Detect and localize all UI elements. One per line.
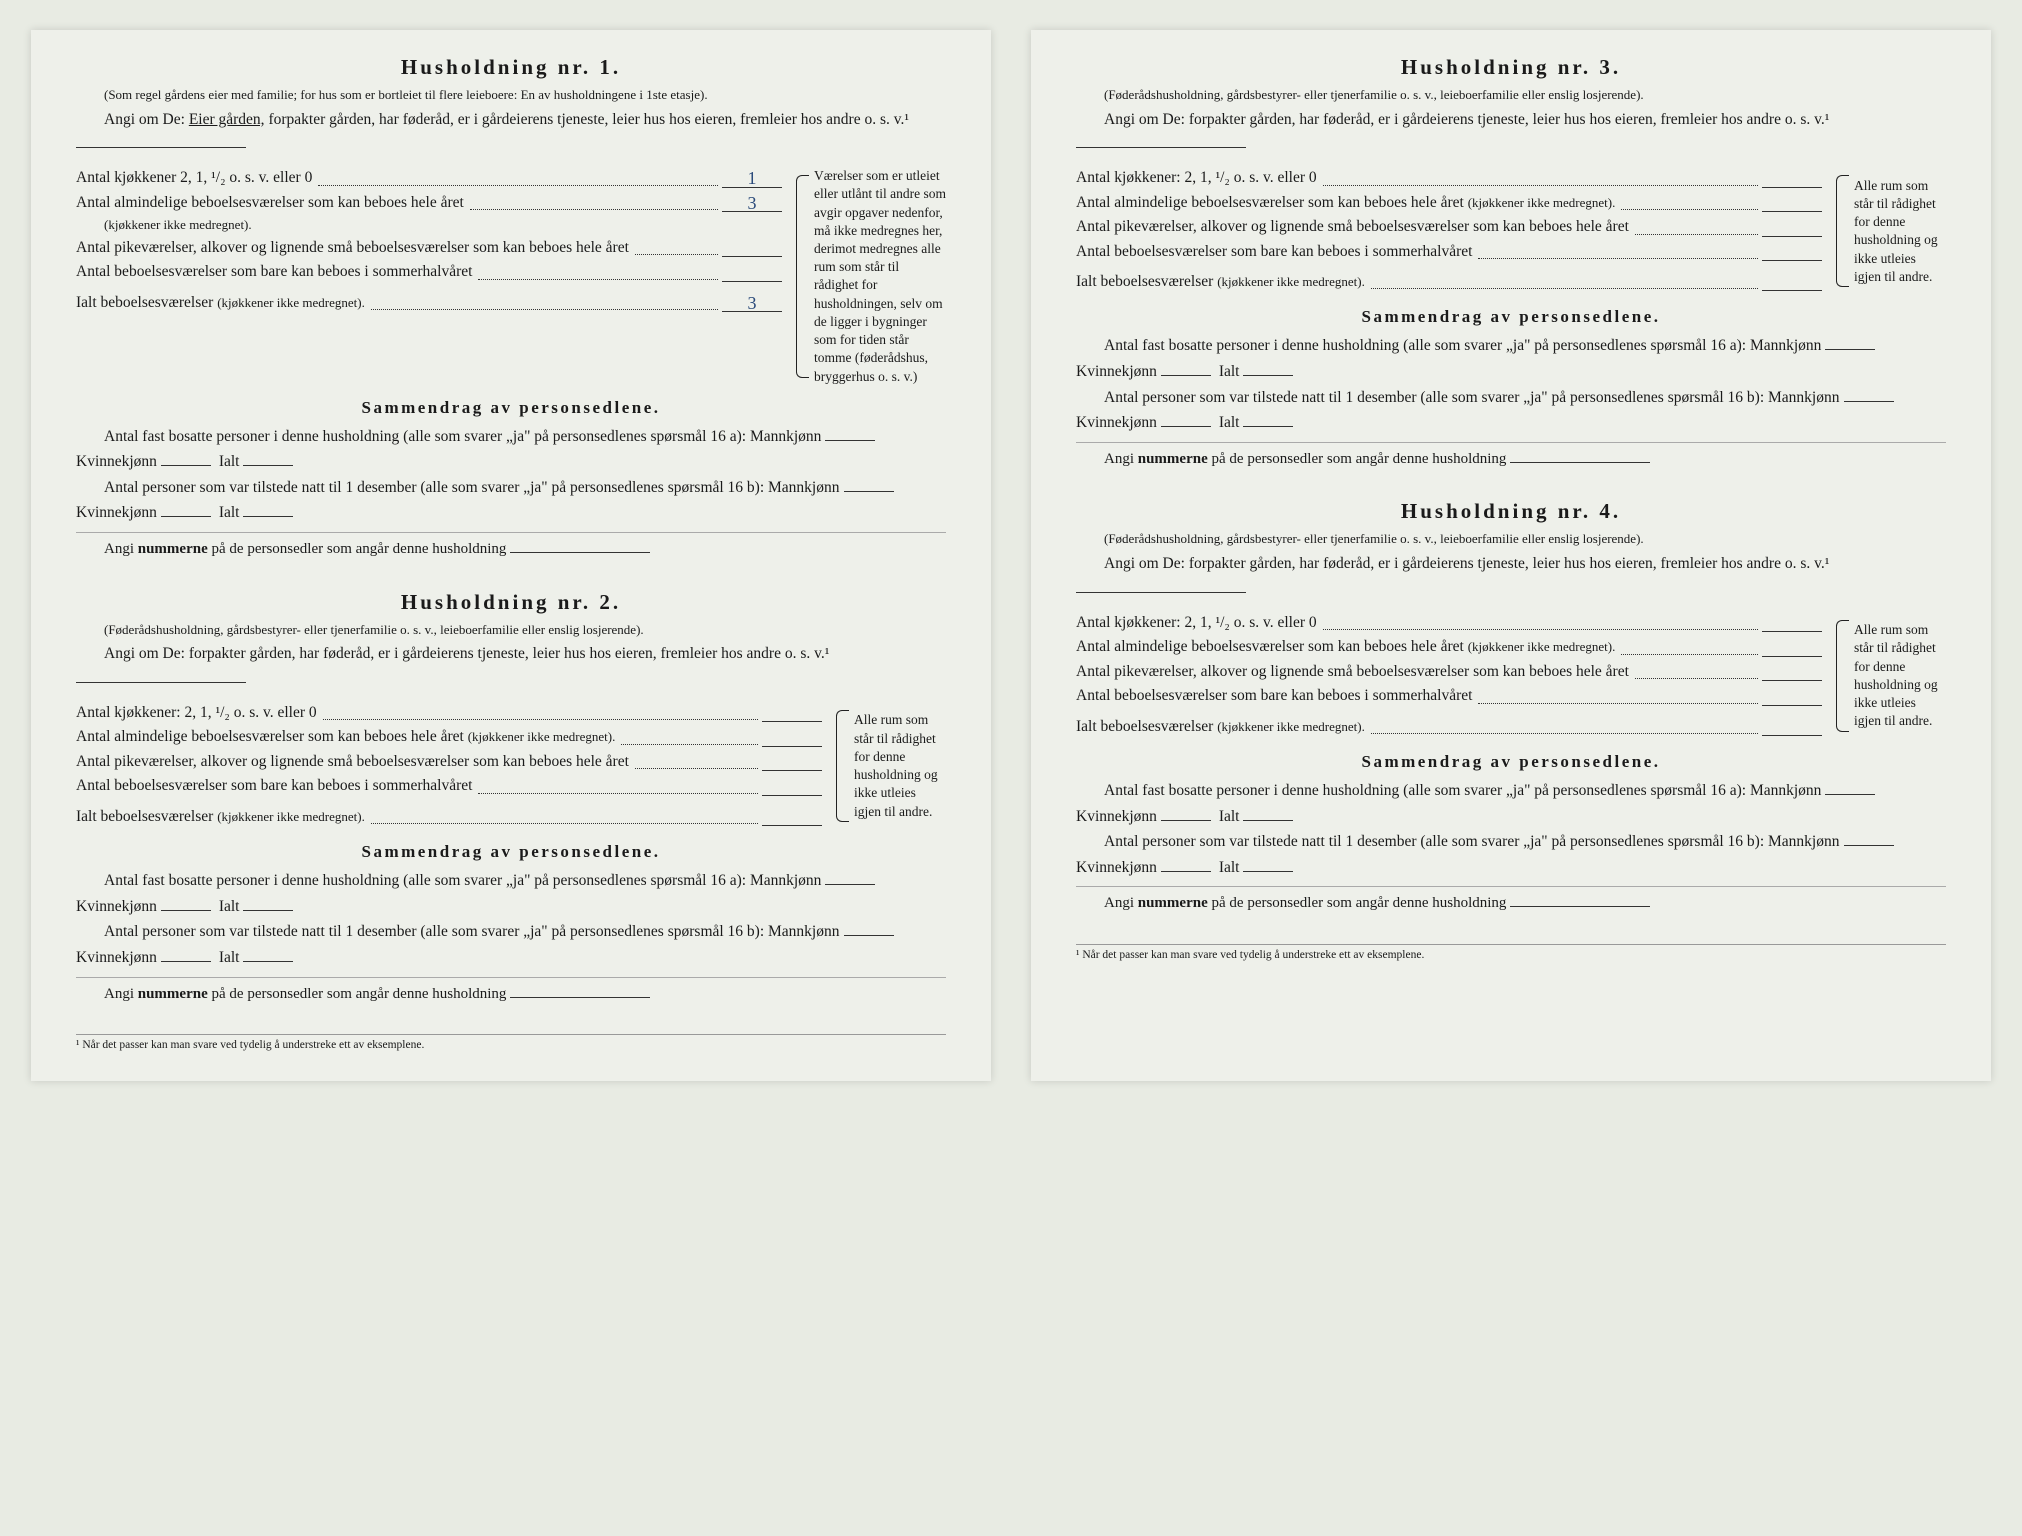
rows-h4: Antal kjøkkener: 2, 1, ¹/₂ o. s. v. elle… [1076, 612, 1946, 740]
angi-prefix: Angi om De: [104, 111, 185, 128]
angi-owner: Eier gården, [189, 111, 265, 128]
lead-h1: Angi om De: Eier gården, forpakter gårde… [76, 108, 946, 158]
sidebox-h2: Alle rum som står til rådighet for denne… [836, 702, 946, 830]
row-sommer: Antal beboelsesværelser som bare kan beb… [76, 261, 782, 283]
lead-h4: Angi om De: forpakter gården, har føderå… [1076, 552, 1946, 602]
row-alm: Antal almindelige beboelsesværelser som … [1076, 192, 1822, 214]
row-kjokken: Antal kjøkkener 2, 1, ¹/₂ o. s. v. eller… [76, 167, 782, 189]
val-kjokken: 1 [722, 170, 782, 187]
note-h4: (Føderådshusholdning, gårdsbestyrer- ell… [1076, 530, 1946, 548]
row-alm-sub: (kjøkkener ikke medregnet). [76, 216, 782, 235]
page-left: Husholdning nr. 1. (Som regel gårdens ei… [31, 30, 991, 1081]
samm-title-h4: Sammendrag av personsedlene. [1076, 752, 1946, 772]
row-ialt: Ialt beboelsesværelser (kjøkkener ikke m… [1076, 271, 1822, 293]
samm-b-h4: Antal personer som var tilstede natt til… [1076, 829, 1946, 880]
samm-a-h2: Antal fast bosatte personer i denne hush… [76, 868, 946, 919]
val-ialt: 3 [722, 295, 782, 312]
page-right: Husholdning nr. 3. (Føderådshusholdning,… [1031, 30, 1991, 1081]
rows-h1: Antal kjøkkener 2, 1, ¹/₂ o. s. v. eller… [76, 167, 946, 386]
row-sommer: Antal beboelsesværelser som bare kan beb… [1076, 685, 1822, 707]
row-kjokken: Antal kjøkkener: 2, 1, ¹/₂ o. s. v. elle… [1076, 167, 1822, 189]
title-h1: Husholdning nr. 1. [76, 55, 946, 80]
title-h2: Husholdning nr. 2. [76, 590, 946, 615]
rows-h2: Antal kjøkkener: 2, 1, ¹/₂ o. s. v. elle… [76, 702, 946, 830]
sidebox-h4: Alle rum som står til rådighet for denne… [1836, 612, 1946, 740]
note-h3: (Føderådshusholdning, gårdsbestyrer- ell… [1076, 86, 1946, 104]
samm-title-h3: Sammendrag av personsedlene. [1076, 307, 1946, 327]
angi-nr-h2: Angi nummerne på de personsedler som ang… [76, 977, 946, 1007]
document-spread: Husholdning nr. 1. (Som regel gårdens ei… [31, 30, 1991, 1081]
samm-b-h2: Antal personer som var tilstede natt til… [76, 919, 946, 970]
row-kjokken: Antal kjøkkener: 2, 1, ¹/₂ o. s. v. elle… [76, 702, 822, 724]
row-ialt: Ialt beboelsesværelser (kjøkkener ikke m… [76, 806, 822, 828]
angi-rest: forpakter gården, har føderåd, er i gård… [268, 111, 909, 128]
title-h4: Husholdning nr. 4. [1076, 499, 1946, 524]
samm-title-h2: Sammendrag av personsedlene. [76, 842, 946, 862]
rows-h3: Antal kjøkkener: 2, 1, ¹/₂ o. s. v. elle… [1076, 167, 1946, 295]
angi-blank [76, 147, 246, 148]
note-h2: (Føderådshusholdning, gårdsbestyrer- ell… [76, 621, 946, 639]
row-pike: Antal pikeværelser, alkover og lignende … [76, 751, 822, 773]
row-sommer: Antal beboelsesværelser som bare kan beb… [1076, 241, 1822, 263]
angi-nr-h1: Angi nummerne på de personsedler som ang… [76, 532, 946, 562]
row-pike: Antal pikeværelser, alkover og lignende … [1076, 661, 1822, 683]
section-husholdning-1: Husholdning nr. 1. (Som regel gårdens ei… [76, 55, 946, 562]
row-ialt: Ialt beboelsesværelser (kjøkkener ikke m… [76, 292, 782, 314]
angi-nr-h3: Angi nummerne på de personsedler som ang… [1076, 442, 1946, 472]
footnote-right: ¹ Når det passer kan man svare ved tydel… [1076, 944, 1946, 961]
lead-h2: Angi om De: forpakter gården, har føderå… [76, 642, 946, 692]
note-h1: (Som regel gårdens eier med familie; for… [76, 86, 946, 104]
section-husholdning-4: Husholdning nr. 4. (Føderådshusholdning,… [1076, 499, 1946, 915]
section-husholdning-2: Husholdning nr. 2. (Føderådshusholdning,… [76, 590, 946, 1006]
sidebox-h3: Alle rum som står til rådighet for denne… [1836, 167, 1946, 295]
angi-nr-h4: Angi nummerne på de personsedler som ang… [1076, 886, 1946, 916]
row-alm: Antal almindelige beboelsesværelser som … [1076, 636, 1822, 658]
footnote-left: ¹ Når det passer kan man svare ved tydel… [76, 1034, 946, 1051]
row-alm: Antal almindelige beboelsesværelser som … [76, 726, 822, 748]
row-ialt: Ialt beboelsesværelser (kjøkkener ikke m… [1076, 716, 1822, 738]
samm-b-h3: Antal personer som var tilstede natt til… [1076, 385, 1946, 436]
samm-a-h4: Antal fast bosatte personer i denne hush… [1076, 778, 1946, 829]
samm-a-h1: Antal fast bosatte personer i denne hush… [76, 424, 946, 475]
row-pike: Antal pikeværelser, alkover og lignende … [76, 237, 782, 259]
row-kjokken: Antal kjøkkener: 2, 1, ¹/₂ o. s. v. elle… [1076, 612, 1822, 634]
samm-title-h1: Sammendrag av personsedlene. [76, 398, 946, 418]
sidebox-h1: Værelser som er utleiet eller utlånt til… [796, 167, 946, 386]
val-alm: 3 [722, 195, 782, 212]
samm-b-h1: Antal personer som var tilstede natt til… [76, 475, 946, 526]
lead-h3: Angi om De: forpakter gården, har føderå… [1076, 108, 1946, 158]
section-husholdning-3: Husholdning nr. 3. (Føderådshusholdning,… [1076, 55, 1946, 471]
row-pike: Antal pikeværelser, alkover og lignende … [1076, 216, 1822, 238]
row-sommer: Antal beboelsesværelser som bare kan beb… [76, 775, 822, 797]
samm-a-h3: Antal fast bosatte personer i denne hush… [1076, 333, 1946, 384]
title-h3: Husholdning nr. 3. [1076, 55, 1946, 80]
row-alm: Antal almindelige beboelsesværelser som … [76, 192, 782, 214]
